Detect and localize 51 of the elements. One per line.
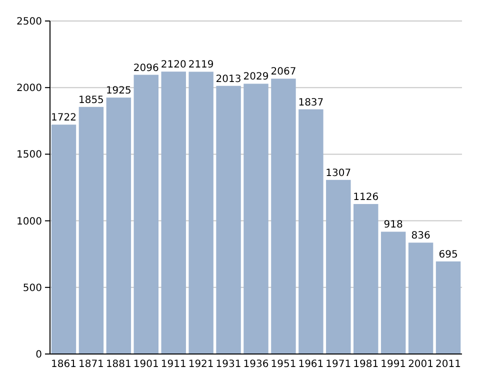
data-label: 2067 [270, 66, 296, 78]
bar [354, 204, 378, 354]
data-label: 918 [384, 220, 403, 231]
x-tick-label: 2011 [436, 359, 461, 370]
y-tick-label: 1500 [16, 150, 42, 161]
bar [106, 98, 132, 354]
bar [134, 74, 158, 354]
bar [271, 78, 296, 354]
bar [244, 84, 268, 354]
data-label: 695 [438, 249, 458, 260]
y-tick-label: 2000 [16, 83, 42, 94]
x-tick-label: 1881 [106, 359, 132, 370]
y-tick-label: 0 [36, 350, 42, 360]
x-tick-label: 1936 [243, 359, 269, 370]
bar [298, 109, 324, 354]
y-tick-label: 2500 [16, 16, 42, 28]
data-label: 2013 [216, 74, 242, 85]
bar [380, 232, 406, 354]
x-tick-label: 2001 [408, 359, 434, 370]
bar [216, 86, 241, 354]
x-tick-label: 1921 [188, 359, 214, 370]
data-label: 836 [411, 230, 430, 242]
bar [161, 72, 186, 354]
data-label: 2096 [133, 62, 159, 74]
x-tick-label: 1871 [78, 359, 104, 370]
x-tick-label: 1991 [380, 359, 406, 370]
data-label: 1126 [353, 192, 379, 204]
x-tick-label: 1951 [270, 359, 296, 370]
data-label: 1307 [326, 168, 352, 179]
bar [408, 242, 434, 354]
data-label: 2119 [188, 60, 214, 71]
y-tick-label: 1000 [16, 216, 42, 228]
bar [436, 261, 461, 354]
bar [51, 124, 76, 354]
data-label: 1855 [78, 94, 104, 106]
bar [326, 180, 351, 354]
bar [78, 106, 104, 354]
data-label: 1722 [51, 112, 76, 124]
y-tick-label: 500 [22, 282, 42, 294]
x-tick-label: 1911 [160, 359, 186, 370]
x-tick-label: 1971 [326, 359, 352, 370]
data-label: 2029 [243, 72, 269, 83]
bar [188, 72, 214, 354]
data-label: 1837 [298, 97, 324, 108]
x-tick-label: 1861 [51, 359, 76, 370]
data-label: 2120 [160, 60, 186, 71]
x-tick-label: 1981 [353, 359, 379, 370]
x-tick-label: 1931 [216, 359, 242, 370]
data-label: 1925 [106, 86, 132, 97]
x-tick-label: 1961 [298, 359, 324, 370]
x-tick-label: 1901 [133, 359, 159, 370]
